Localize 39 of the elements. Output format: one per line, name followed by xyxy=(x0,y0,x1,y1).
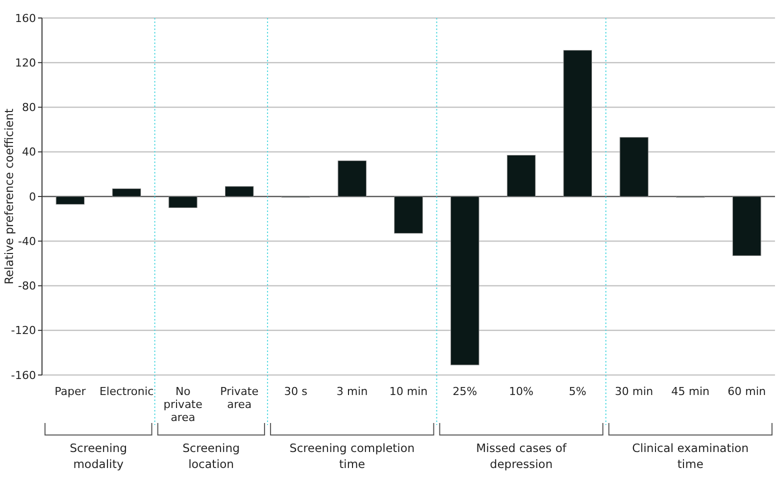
y-tick-label: 80 xyxy=(22,101,36,114)
bar xyxy=(450,196,480,366)
x-tick-label: 30 s xyxy=(284,385,308,398)
bar xyxy=(620,137,648,197)
text: Screening modality xyxy=(70,441,128,471)
y-tick-label: 160 xyxy=(15,12,36,25)
text: Missed cases of depression xyxy=(476,441,568,471)
x-tick-label: 10 min xyxy=(389,385,428,398)
y-tick-label: 120 xyxy=(15,56,36,70)
x-tick-label: Paper xyxy=(54,385,86,398)
bar xyxy=(168,196,198,208)
y-tick-label: -40 xyxy=(18,234,36,248)
x-tick-label: 3 min xyxy=(336,385,368,398)
x-tick-label: Electronic xyxy=(99,385,154,398)
bar xyxy=(225,186,254,197)
x-tick-label: 25% xyxy=(452,385,478,398)
bar xyxy=(338,160,366,197)
x-tick-label: Private area xyxy=(220,385,259,411)
bar xyxy=(563,50,592,197)
x-tick-label: 5% xyxy=(568,385,586,398)
text: Screening completion time xyxy=(290,441,415,471)
bar xyxy=(732,196,762,256)
x-tick-label: 60 min xyxy=(728,385,766,398)
text: Clinical examination time xyxy=(632,441,749,471)
y-tick-label: -160 xyxy=(11,368,36,382)
bar xyxy=(506,154,536,197)
y-axis-title: Relative preference coefficient xyxy=(2,108,16,284)
bar xyxy=(112,188,141,197)
x-tick-label: 30 min xyxy=(614,385,654,398)
y-tick-label: -80 xyxy=(18,280,36,293)
y-tick-label: 0 xyxy=(29,190,36,204)
x-tick-label: 45 min xyxy=(671,385,710,398)
bar xyxy=(394,196,423,234)
x-tick-label: 10% xyxy=(509,385,534,398)
y-tick-label: -120 xyxy=(11,324,36,338)
x-tick-label: No private area xyxy=(164,385,203,424)
text: Screening location xyxy=(182,441,240,471)
y-tick-label: 40 xyxy=(22,146,36,159)
bar xyxy=(56,196,85,205)
